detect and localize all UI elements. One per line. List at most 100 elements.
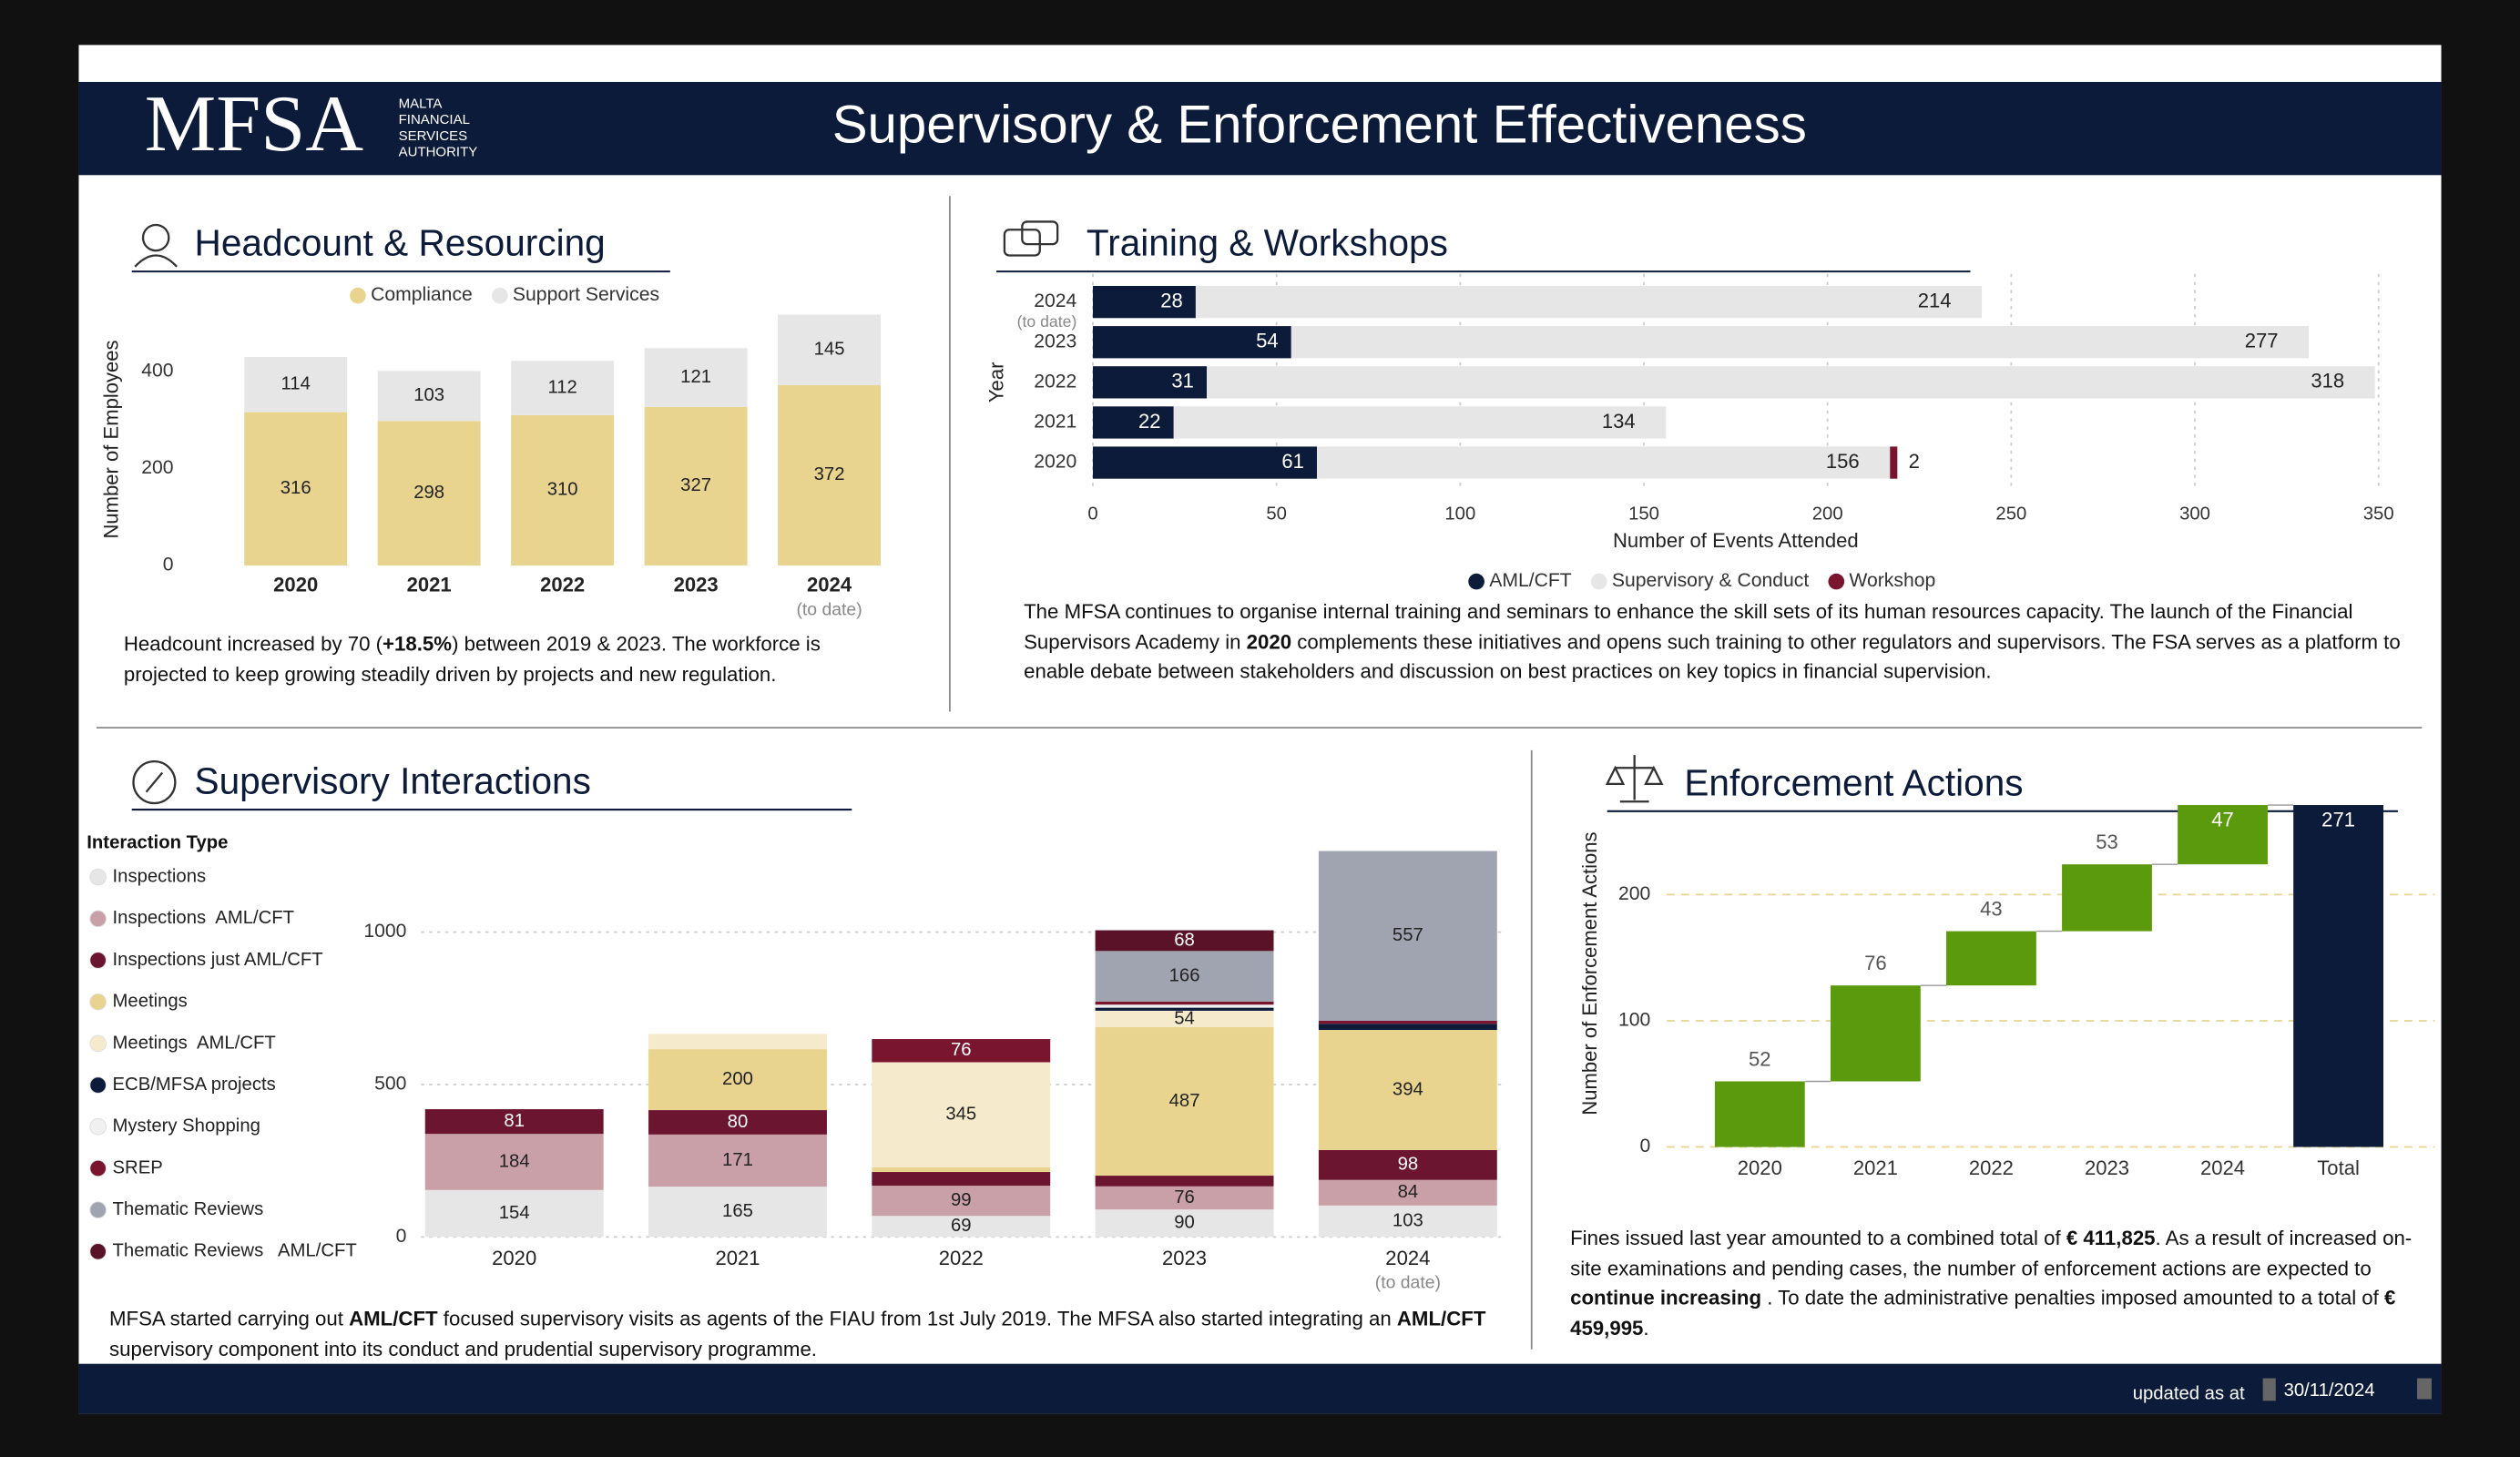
legend-title: Interaction Type bbox=[87, 832, 228, 852]
y-tick-label: 500 bbox=[374, 1074, 406, 1095]
y-tick-label: 2022 bbox=[1034, 371, 1076, 392]
data-label: 69 bbox=[951, 1216, 972, 1236]
data-label: 28 bbox=[1160, 289, 1183, 311]
caption-run: 2020 bbox=[1246, 630, 1292, 654]
bar-segment bbox=[1092, 406, 1174, 439]
bar-segment bbox=[1318, 1149, 1497, 1180]
data-label: 145 bbox=[814, 340, 845, 360]
y-tick-label: 2020 bbox=[1034, 452, 1076, 473]
footer-bar bbox=[78, 1363, 2442, 1414]
tagline-line: FINANCIAL bbox=[399, 112, 470, 127]
legend-label: Thematic Reviews bbox=[113, 1199, 264, 1219]
legend: Compliance Support Services bbox=[350, 284, 659, 305]
bar-segment bbox=[1092, 446, 1318, 479]
legend-label: AML/CFT bbox=[1489, 570, 1572, 591]
section-title: Supervisory Interactions bbox=[195, 760, 591, 802]
x-tick-label: 2023 bbox=[2085, 1156, 2129, 1179]
legend-label: Meetings bbox=[113, 992, 188, 1012]
caption-run: ) between 2019 & 2023. The workforce is … bbox=[123, 633, 821, 686]
x-tick-label: 2021 bbox=[1853, 1156, 1898, 1179]
bar-segment bbox=[511, 414, 615, 565]
bar-segment bbox=[872, 1216, 1051, 1238]
footer-label: updated as at bbox=[2133, 1384, 2245, 1404]
bar-segment bbox=[872, 1167, 1051, 1173]
legend-swatch bbox=[89, 993, 107, 1011]
x-tick-label: 250 bbox=[1995, 504, 2026, 525]
legend-swatch bbox=[89, 1118, 107, 1136]
x-axis-label: Number of Events Attended bbox=[1613, 529, 1859, 552]
x-tick-label: 2022 bbox=[939, 1247, 984, 1269]
y-axis-label: Number of Employees bbox=[99, 340, 122, 538]
bar-segment bbox=[872, 1062, 1051, 1168]
caption-run: +18.5% bbox=[383, 633, 453, 656]
x-tick-label: 0 bbox=[1087, 504, 1097, 525]
tagline-line: MALTA bbox=[399, 97, 443, 112]
tagline-line: AUTHORITY bbox=[399, 145, 478, 160]
caption-run: Headcount increased by 70 ( bbox=[123, 633, 383, 656]
bar-segment bbox=[1095, 1010, 1274, 1028]
x-tick-label: 150 bbox=[1628, 504, 1659, 525]
bar-segment bbox=[1095, 951, 1274, 1002]
x-tick-label: 2024 bbox=[1385, 1247, 1430, 1269]
data-label: 214 bbox=[1918, 289, 1952, 311]
y-tick-label: 2021 bbox=[1034, 412, 1076, 433]
y-tick-label: 2023 bbox=[1034, 331, 1076, 352]
data-label: 112 bbox=[547, 377, 576, 397]
data-label: 76 bbox=[951, 1040, 972, 1060]
bar-segment bbox=[1890, 446, 1898, 479]
caption-run: The MFSA continues to organise internal … bbox=[1024, 600, 2353, 654]
data-label: 487 bbox=[1169, 1091, 1200, 1111]
data-label: 156 bbox=[1826, 450, 1860, 473]
bar-segment bbox=[778, 384, 882, 565]
data-label: 345 bbox=[945, 1105, 976, 1125]
caption: Fines issued last year amounted to a com… bbox=[1570, 1224, 2422, 1343]
y-tick-label: 200 bbox=[1618, 883, 1650, 904]
caption-run: € 411,825 bbox=[2066, 1227, 2156, 1250]
caption-run: complements these initiatives and opens … bbox=[1024, 630, 2401, 683]
legend-swatch bbox=[89, 868, 107, 886]
bar-segment bbox=[648, 1049, 827, 1111]
bar-segment bbox=[872, 1186, 1051, 1217]
logo: MFSA bbox=[145, 79, 364, 168]
bar-segment bbox=[1095, 1007, 1274, 1011]
bar-segment bbox=[648, 1134, 827, 1187]
bar-segment bbox=[424, 1189, 604, 1238]
bar-segment bbox=[1318, 1020, 1497, 1024]
data-label: 61 bbox=[1281, 450, 1304, 473]
step-bar bbox=[1714, 1081, 1805, 1147]
data-label: 372 bbox=[814, 464, 845, 484]
caption-run: supervisory component into its conduct a… bbox=[108, 1337, 818, 1360]
data-label: 90 bbox=[1174, 1213, 1195, 1233]
section-title: Headcount & Resourcing bbox=[195, 222, 606, 264]
y-tick-label: 1000 bbox=[363, 921, 406, 942]
data-label: 310 bbox=[547, 480, 578, 500]
legend-label: Support Services bbox=[513, 284, 659, 305]
bar-segment bbox=[648, 1110, 827, 1135]
caption-box: The MFSA continues to organise internal … bbox=[1024, 600, 2401, 683]
legend-swatch bbox=[1828, 573, 1845, 590]
data-label: 171 bbox=[722, 1150, 753, 1170]
data-label: 200 bbox=[722, 1069, 753, 1089]
bar-segment bbox=[424, 1109, 604, 1135]
data-label: 121 bbox=[680, 367, 711, 387]
x-tick-label: 350 bbox=[2363, 504, 2394, 525]
x-tick-label: 2023 bbox=[674, 574, 719, 596]
x-tick-label: 2021 bbox=[715, 1247, 760, 1269]
bar-segment bbox=[644, 406, 748, 565]
icon-chat bbox=[1021, 220, 1059, 246]
legend-swatch bbox=[350, 287, 366, 304]
bar-segment bbox=[1207, 366, 2375, 399]
caption-run: . To date the administrative penalties i… bbox=[1761, 1287, 2385, 1309]
total-bar bbox=[2293, 805, 2384, 1147]
legend-swatch bbox=[89, 952, 107, 969]
plot: 0 500 1000 2020 154 184 81 2021 165 171 80 200 2022 6… bbox=[363, 851, 1503, 1293]
y-tick-label: 200 bbox=[141, 457, 173, 478]
y-tick-label: 400 bbox=[141, 361, 173, 382]
y-axis-label: Number of Enforcement Actions bbox=[1578, 831, 1601, 1115]
legend-swatch bbox=[89, 1159, 107, 1177]
section-title: Training & Workshops bbox=[1087, 222, 1448, 264]
caption-run: AML/CFT bbox=[1396, 1307, 1486, 1330]
caption-run: € 459,995 bbox=[1570, 1287, 2396, 1340]
x-tick-label: 2020 bbox=[273, 574, 318, 596]
